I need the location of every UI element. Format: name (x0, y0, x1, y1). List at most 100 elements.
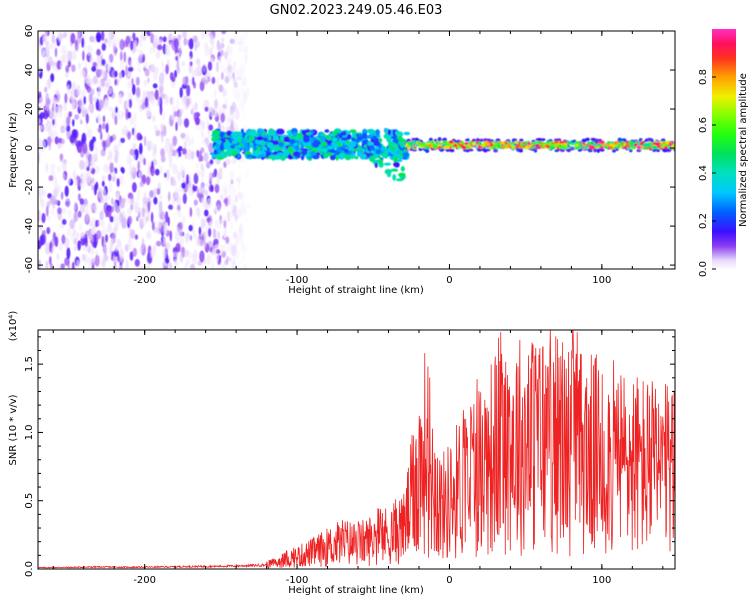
heatmap-cell (109, 162, 114, 174)
heatmap-cell (119, 248, 124, 260)
heatmap-cell (147, 201, 151, 213)
heatmap-cell (163, 125, 167, 137)
heatmap-cell (511, 146, 516, 150)
heatmap-cell (47, 78, 52, 90)
heatmap-cell (173, 251, 179, 258)
heatmap-cell (93, 233, 97, 246)
heatmap-cell (48, 126, 53, 138)
heatmap-cell (370, 150, 375, 154)
heatmap-cell (226, 69, 231, 77)
heatmap-cell (157, 96, 161, 107)
heatmap-cell (244, 31, 248, 40)
heatmap-cell (54, 236, 59, 248)
heatmap-cell (86, 44, 93, 56)
heatmap-cell (231, 150, 237, 157)
heatmap-cell (155, 240, 162, 247)
heatmap-cell (139, 247, 143, 254)
heatmap-cell (99, 210, 104, 221)
heatmap-cell (182, 76, 187, 86)
heatmap-cell (313, 144, 319, 148)
heatmap-cell (185, 237, 189, 244)
heatmap-cell (67, 59, 72, 68)
heatmap-cell (197, 65, 202, 77)
heatmap-cell (89, 35, 95, 43)
heatmap-cell (58, 243, 64, 251)
heatmap-cell (245, 131, 254, 136)
heatmap-cell (593, 148, 597, 153)
heatmap-cell (60, 61, 63, 70)
snr-data (38, 330, 675, 569)
heatmap-cell (484, 146, 488, 149)
heatmap-cell (124, 244, 129, 252)
heatmap-cell (87, 128, 93, 139)
heatmap-cell (61, 208, 67, 214)
heatmap-cell (527, 141, 531, 146)
heatmap-cell (94, 249, 99, 257)
heatmap-cell (84, 213, 89, 225)
heatmap-cell (441, 140, 447, 144)
heatmap-cell (80, 202, 85, 214)
heatmap-cell (120, 137, 125, 144)
heatmap-cell (172, 115, 175, 121)
heatmap-cell (392, 150, 398, 157)
heatmap-cell (554, 140, 559, 144)
heatmap-cell (175, 55, 179, 61)
heatmap-cell (65, 65, 70, 73)
heatmap-cell (582, 142, 586, 145)
heatmap-cell (206, 217, 211, 223)
heatmap-cell (331, 150, 338, 154)
heatmap-cell (64, 93, 68, 104)
heatmap-cell (272, 140, 280, 146)
heatmap-cell (242, 254, 246, 262)
heatmap-cell (57, 142, 61, 150)
heatmap-cell (233, 122, 238, 129)
heatmap-cell (366, 134, 374, 139)
heatmap-cell (445, 146, 450, 150)
heatmap-cell (200, 218, 206, 229)
heatmap-cell (119, 175, 125, 185)
snr-scale-label: (x10⁴) (8, 311, 19, 342)
heatmap-cell (493, 148, 498, 153)
heatmap-cell (143, 135, 147, 147)
heatmap-cell (158, 221, 162, 229)
heatmap-cell (74, 114, 80, 120)
heatmap-cell (38, 139, 43, 150)
heatmap-cell (590, 141, 595, 144)
heatmap-cell (139, 49, 144, 59)
spectrogram-xlabel: Height of straight line (km) (288, 285, 424, 296)
heatmap-cell (375, 129, 381, 136)
heatmap-cell (39, 112, 45, 119)
heatmap-cell (634, 140, 637, 144)
heatmap-cell (58, 107, 63, 119)
heatmap-cell (551, 141, 556, 143)
heatmap-cell (91, 224, 96, 235)
heatmap-cell (64, 123, 67, 134)
heatmap-cell (138, 265, 144, 269)
heatmap-cell (181, 182, 186, 189)
heatmap-cell (44, 86, 48, 93)
heatmap-cell (186, 139, 192, 148)
heatmap-cell (107, 78, 112, 86)
colorbar-tick-label: 0.6 (698, 117, 709, 133)
heatmap-cell (51, 103, 55, 112)
heatmap-cell (129, 229, 136, 240)
heatmap-cell (134, 201, 139, 213)
heatmap-cell (139, 180, 144, 188)
heatmap-cell (142, 207, 145, 218)
heatmap-cell (500, 145, 506, 149)
heatmap-cell (477, 148, 482, 152)
heatmap-cell (326, 145, 334, 150)
x-tick-label: -100 (286, 575, 309, 586)
heatmap-cell (292, 131, 297, 138)
heatmap-cell (74, 39, 79, 51)
heatmap-cell (207, 76, 211, 83)
x-tick-label: 100 (592, 275, 611, 286)
heatmap-cell (104, 196, 108, 203)
heatmap-cell (176, 98, 179, 110)
heatmap-cell (56, 252, 60, 261)
heatmap-cell (136, 189, 140, 202)
heatmap-cell (367, 140, 372, 146)
heatmap-cell (139, 217, 143, 226)
heatmap-cell (157, 39, 163, 46)
heatmap-cell (127, 208, 131, 215)
